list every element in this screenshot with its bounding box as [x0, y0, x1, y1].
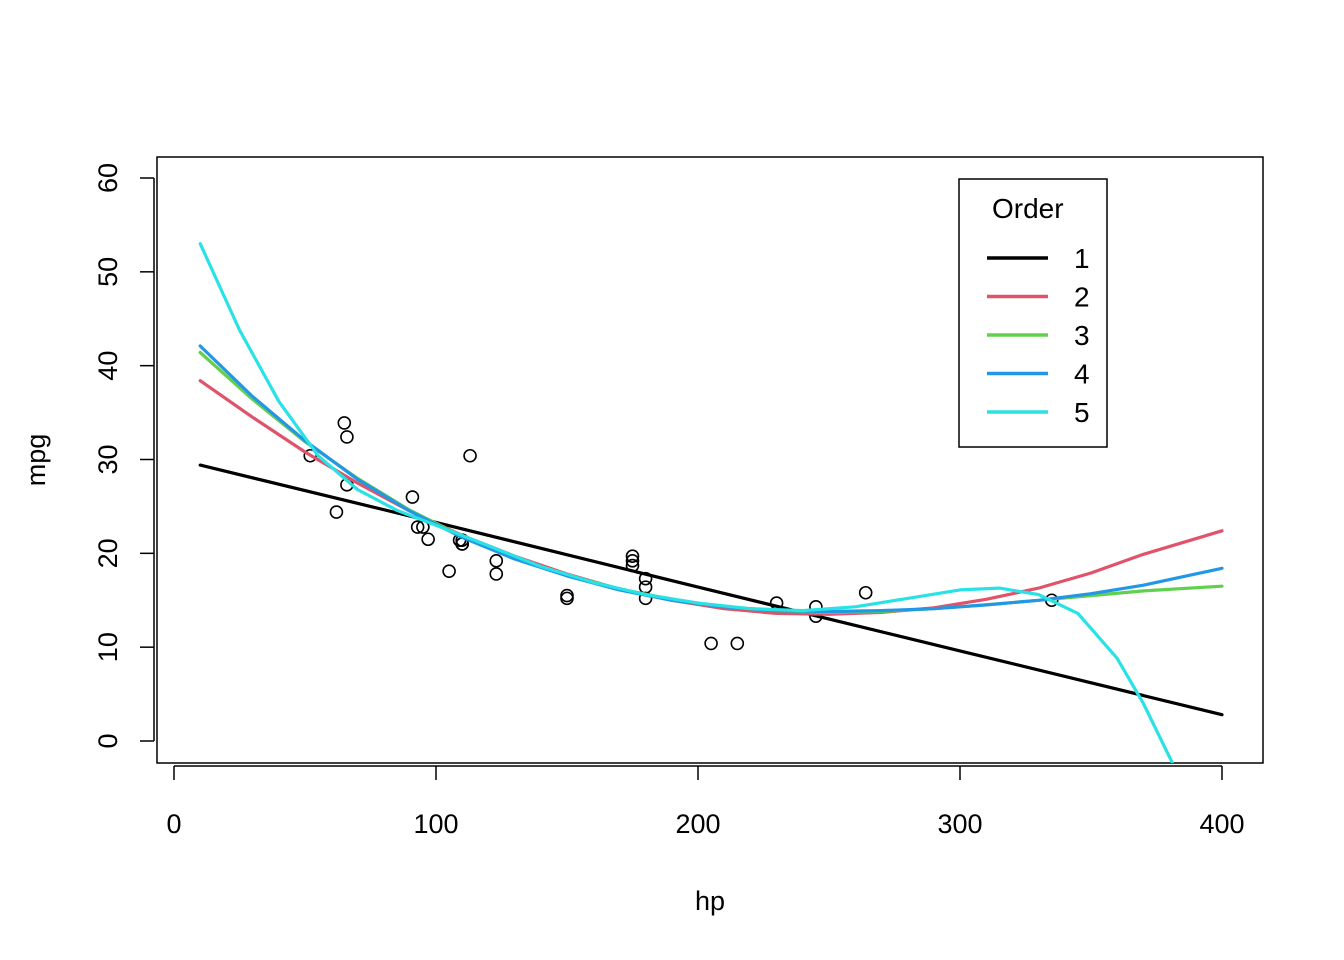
data-point	[560, 591, 574, 606]
data-point	[730, 636, 745, 651]
legend-label: 4	[1074, 359, 1090, 390]
plot-frame	[156, 156, 1264, 764]
data-point	[625, 554, 640, 568]
x-tick-label: 400	[1199, 809, 1244, 839]
y-tick-label: 10	[93, 632, 123, 662]
data-point	[489, 567, 504, 581]
x-tick-label: 200	[675, 809, 720, 839]
data-point	[410, 520, 425, 534]
x-tick-label: 0	[166, 809, 181, 839]
y-tick-label: 30	[93, 444, 123, 474]
data-point	[405, 490, 420, 504]
y-tick-label: 0	[93, 733, 123, 748]
y-tick-label: 20	[93, 538, 123, 568]
legend-label: 5	[1074, 397, 1090, 428]
x-tick-label: 300	[937, 809, 982, 839]
data-point	[560, 588, 574, 603]
legend-title: Order	[992, 193, 1064, 224]
data-point	[421, 532, 435, 547]
series-line-5	[198, 242, 1174, 763]
x-tick-label: 100	[413, 809, 458, 839]
y-tick-label: 40	[93, 351, 123, 381]
data-point	[638, 591, 653, 606]
data-point	[489, 554, 504, 568]
legend-label: 2	[1074, 282, 1090, 313]
y-tick-label: 50	[93, 257, 123, 287]
x-axis-title: hp	[695, 886, 725, 916]
data-point	[329, 505, 344, 519]
y-axis-title: mpg	[21, 434, 51, 487]
legend-label: 1	[1074, 243, 1090, 274]
data-point	[463, 448, 477, 463]
data-point	[340, 430, 354, 444]
data-point	[858, 585, 873, 600]
data-point	[625, 549, 640, 563]
data-point	[337, 416, 352, 430]
series-line-1	[198, 463, 1224, 717]
data-point	[704, 636, 718, 651]
y-tick-label: 60	[93, 163, 123, 193]
legend-box	[958, 178, 1108, 448]
data-point	[442, 564, 456, 578]
legend-label: 3	[1074, 320, 1090, 351]
